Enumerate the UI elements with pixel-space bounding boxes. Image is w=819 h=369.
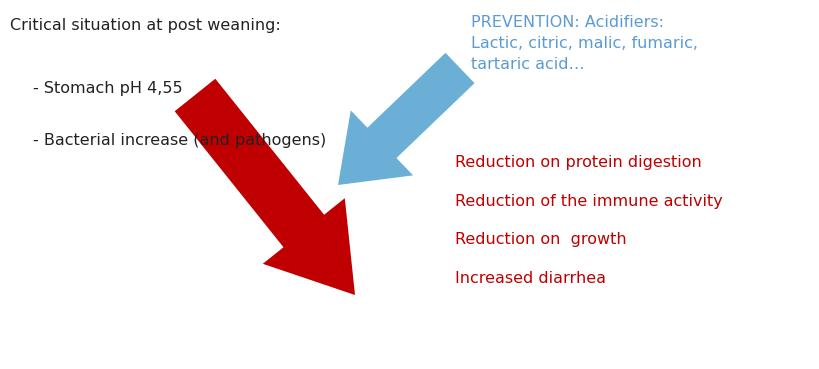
Text: - Bacterial increase (and pathogens): - Bacterial increase (and pathogens) [33, 133, 326, 148]
Text: Increased diarrhea: Increased diarrhea [455, 271, 605, 286]
Polygon shape [174, 79, 355, 295]
Polygon shape [337, 53, 474, 185]
Text: Reduction on protein digestion: Reduction on protein digestion [455, 155, 701, 170]
Text: Reduction on  growth: Reduction on growth [455, 232, 626, 248]
Text: - Stomach pH 4,55: - Stomach pH 4,55 [33, 81, 182, 96]
Text: Reduction of the immune activity: Reduction of the immune activity [455, 194, 722, 209]
Text: PREVENTION: Acidifiers:
Lactic, citric, malic, fumaric,
tartaric acid…: PREVENTION: Acidifiers: Lactic, citric, … [471, 15, 698, 72]
Text: Critical situation at post weaning:: Critical situation at post weaning: [10, 18, 280, 34]
